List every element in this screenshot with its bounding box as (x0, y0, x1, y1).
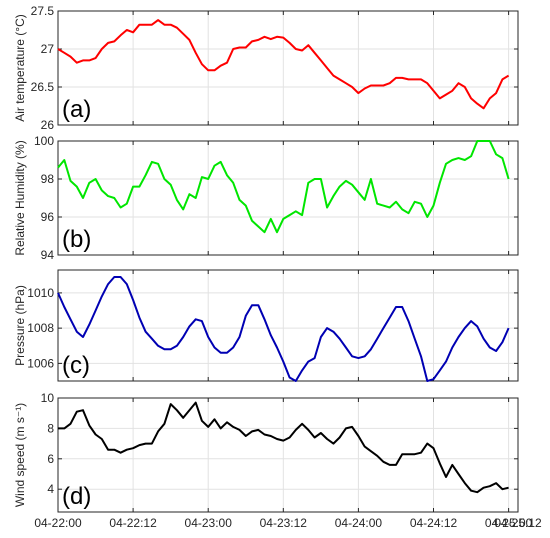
x-tick-label: 04-22:00 (34, 516, 82, 530)
y-tick-label: 1008 (27, 321, 54, 335)
y-tick-label: 27.5 (31, 4, 55, 18)
y-tick-label: 98 (41, 172, 55, 186)
x-tick-label: 04-24:12 (410, 516, 458, 530)
x-tick-label: 04-25:00 (485, 516, 533, 530)
y-axis-label: Wind speed (m s⁻¹) (13, 403, 27, 507)
y-tick-label: 26.5 (31, 80, 55, 94)
series-line (57, 19, 510, 110)
y-tick-label: 1010 (27, 286, 54, 300)
y-tick-label: 10 (41, 391, 55, 405)
y-tick-label: 96 (41, 210, 55, 224)
x-tick-label: 04-25:12 (494, 516, 542, 530)
x-tick-label: 04-24:00 (335, 516, 383, 530)
panel-label: (d) (62, 483, 91, 510)
x-tick-label: 04-23:00 (185, 516, 233, 530)
panel-label: (c) (62, 352, 90, 379)
x-tick-label: 04-22:12 (109, 516, 157, 530)
y-tick-label: 4 (47, 482, 54, 496)
y-axis-label: Air temperature (°C) (13, 14, 27, 122)
y-tick-label: 26 (41, 118, 55, 132)
y-axis-label: Pressure (hPa) (13, 285, 27, 366)
y-tick-label: 8 (47, 421, 54, 435)
series-line (57, 140, 510, 234)
y-tick-label: 1006 (27, 356, 54, 370)
series-line (58, 401, 509, 494)
y-tick-label: 6 (47, 452, 54, 466)
axes-frame (57, 269, 519, 382)
y-tick-label: 100 (34, 134, 54, 148)
x-tick-label: 04-23:12 (260, 516, 308, 530)
panel-label: (b) (62, 226, 91, 253)
axes-frame (57, 140, 519, 256)
y-axis-label: Relative Humidity (%) (13, 140, 27, 255)
y-tick-label: 27 (41, 42, 55, 56)
axes-frame (57, 397, 519, 513)
panel-label: (a) (62, 96, 91, 123)
y-tick-label: 94 (41, 248, 55, 262)
axes-frame (57, 10, 519, 126)
series-line (57, 276, 510, 382)
